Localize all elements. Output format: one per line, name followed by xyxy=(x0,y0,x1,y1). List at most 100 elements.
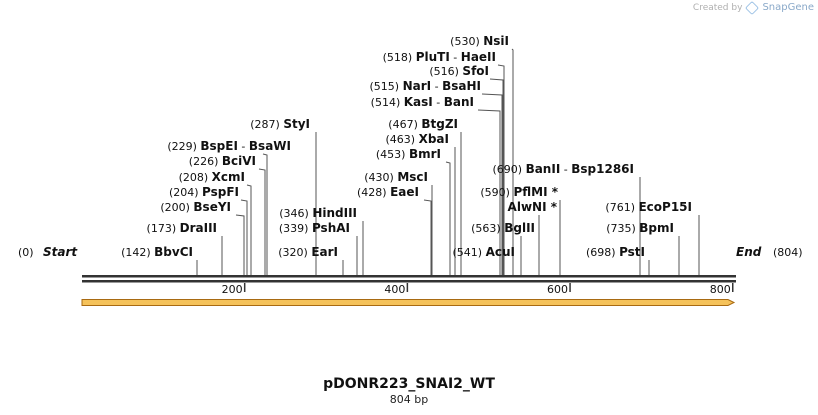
end-label: End xyxy=(736,245,762,259)
site-position: (518) xyxy=(383,51,416,64)
site-name: BanII xyxy=(526,162,561,176)
site-position: (514) xyxy=(371,96,404,109)
feature-bar xyxy=(81,299,736,306)
site-label-bbvci: (142) BbvCI xyxy=(121,245,193,259)
site-position: (428) xyxy=(357,186,390,199)
site-name: PluTI xyxy=(416,50,450,64)
site-label-hindiii: (346) HindIII xyxy=(279,206,357,220)
site-position: (515) xyxy=(370,80,403,93)
site-name: StyI xyxy=(283,117,310,131)
tick-label-200: 200 xyxy=(222,283,243,296)
site-position: (208) xyxy=(179,171,212,184)
site-position: (226) xyxy=(189,155,222,168)
site-position: (142) xyxy=(121,246,154,259)
site-label-sfoi: (516) SfoI xyxy=(429,64,489,78)
site-line-pspfi xyxy=(240,199,248,275)
site-position: (467) xyxy=(388,118,421,131)
site-position: (229) xyxy=(167,140,200,153)
site-name-2: HaeII xyxy=(461,50,496,64)
backbone-top-strand xyxy=(82,275,736,278)
site-line-kasi-bani xyxy=(477,109,501,275)
site-position: (761) xyxy=(605,201,638,214)
site-position: (590) xyxy=(480,186,513,199)
site-name: EcoP15I xyxy=(638,200,692,214)
snapgene-watermark: Created by SnapGene xyxy=(692,0,814,15)
site-label-nsii: (530) NsiI xyxy=(450,34,509,48)
site-line-xcmi xyxy=(246,184,252,275)
created-by-text: Created by xyxy=(692,2,743,13)
site-name: NsiI xyxy=(483,34,509,48)
site-label-bpmi: (735) BpmI xyxy=(606,221,674,235)
site-position: (563) xyxy=(471,222,504,235)
site-label-pluti-haeii: (518) PluTI - HaeII xyxy=(383,50,496,64)
ruler-ticks: 200 400 600 800 xyxy=(222,283,734,296)
site-position: (173) xyxy=(147,222,180,235)
tick-label-800: 800 xyxy=(710,283,731,296)
site-label-banii-bsp1286i: (690) BanII - Bsp1286I xyxy=(492,162,634,176)
site-name: MscI xyxy=(397,170,428,184)
site-position: (339) xyxy=(279,222,312,235)
site-position: (200) xyxy=(160,201,193,214)
site-name: PspFI xyxy=(202,185,239,199)
site-position: (690) xyxy=(492,163,525,176)
site-position: (453) xyxy=(376,148,409,161)
start-label: Start xyxy=(43,245,78,259)
site-name: BspEI xyxy=(200,139,238,153)
site-label-bmri: (453) BmrI xyxy=(376,147,441,161)
site-label-acui: (541) AcuI xyxy=(453,245,516,259)
site-label-xbai: (463) XbaI xyxy=(386,132,449,146)
site-position: (320) xyxy=(278,246,311,259)
site-label-pflmi: (590) PflMI * xyxy=(480,185,558,199)
site-name: BtgZI xyxy=(421,117,458,131)
backbone-bottom-strand xyxy=(82,280,736,283)
site-name: XcmI xyxy=(212,170,245,184)
site-name: DraIII xyxy=(180,221,217,235)
site-line-bmri xyxy=(445,161,451,275)
site-label-btgzi: (467) BtgZI xyxy=(388,117,458,131)
site-label-msci: (430) MscI xyxy=(364,170,428,184)
site-name: PshAI xyxy=(312,221,350,235)
site-separator: - xyxy=(450,51,461,64)
site-label-psti: (698) PstI xyxy=(586,245,645,259)
site-separator: - xyxy=(433,96,444,109)
site-name: HindIII xyxy=(312,206,357,220)
plasmid-title: pDONR223_SNAI2_WT xyxy=(323,376,495,392)
site-label-bcivi: (226) BciVI xyxy=(189,154,256,168)
site-name: AcuI xyxy=(486,245,515,259)
site-name-2: BsaWI xyxy=(249,139,291,153)
site-name: EarI xyxy=(311,245,338,259)
site-line-eaei xyxy=(423,199,432,275)
site-label-bspei-bsawi: (229) BspEI - BsaWI xyxy=(167,139,291,153)
site-separator: - xyxy=(238,140,249,153)
site-label-styi: (287) StyI xyxy=(250,117,310,131)
site-label-pspfi: (204) PspFI xyxy=(169,185,239,199)
site-label-xcmi: (208) XcmI xyxy=(179,170,245,184)
site-position: (287) xyxy=(250,118,283,131)
site-line-bcivi xyxy=(258,168,266,275)
site-labels: (142) BbvCI (173) DraIII (200) BseYI(204) … xyxy=(121,34,692,259)
start-position: (0) xyxy=(18,246,34,259)
tick-label-600: 600 xyxy=(547,283,568,296)
site-name: BglII xyxy=(504,221,535,235)
site-name: BseYI xyxy=(193,200,231,214)
site-line-sfoi xyxy=(489,78,504,275)
site-position: (430) xyxy=(364,171,397,184)
site-name-2: BanI xyxy=(444,95,474,109)
site-lines xyxy=(196,48,700,275)
site-label-kasi-bani: (514) KasI - BanI xyxy=(371,95,474,109)
site-line-bseyi xyxy=(235,214,245,275)
site-name: BmrI xyxy=(409,147,441,161)
site-label-alwni: AlwNI * xyxy=(508,200,558,214)
site-name: XbaI xyxy=(419,132,449,146)
end-position: (804) xyxy=(773,246,803,259)
site-label-bglii: (563) BglII xyxy=(471,221,535,235)
site-label-eaei: (428) EaeI xyxy=(357,185,419,199)
site-label-eari: (320) EarI xyxy=(278,245,338,259)
site-label-pshai: (339) PshAI xyxy=(279,221,350,235)
site-position: (698) xyxy=(586,246,619,259)
site-position: (204) xyxy=(169,186,202,199)
site-name: PstI xyxy=(619,245,645,259)
site-name: EaeI xyxy=(390,185,419,199)
site-position: (541) xyxy=(453,246,486,259)
site-position: (346) xyxy=(279,207,312,220)
